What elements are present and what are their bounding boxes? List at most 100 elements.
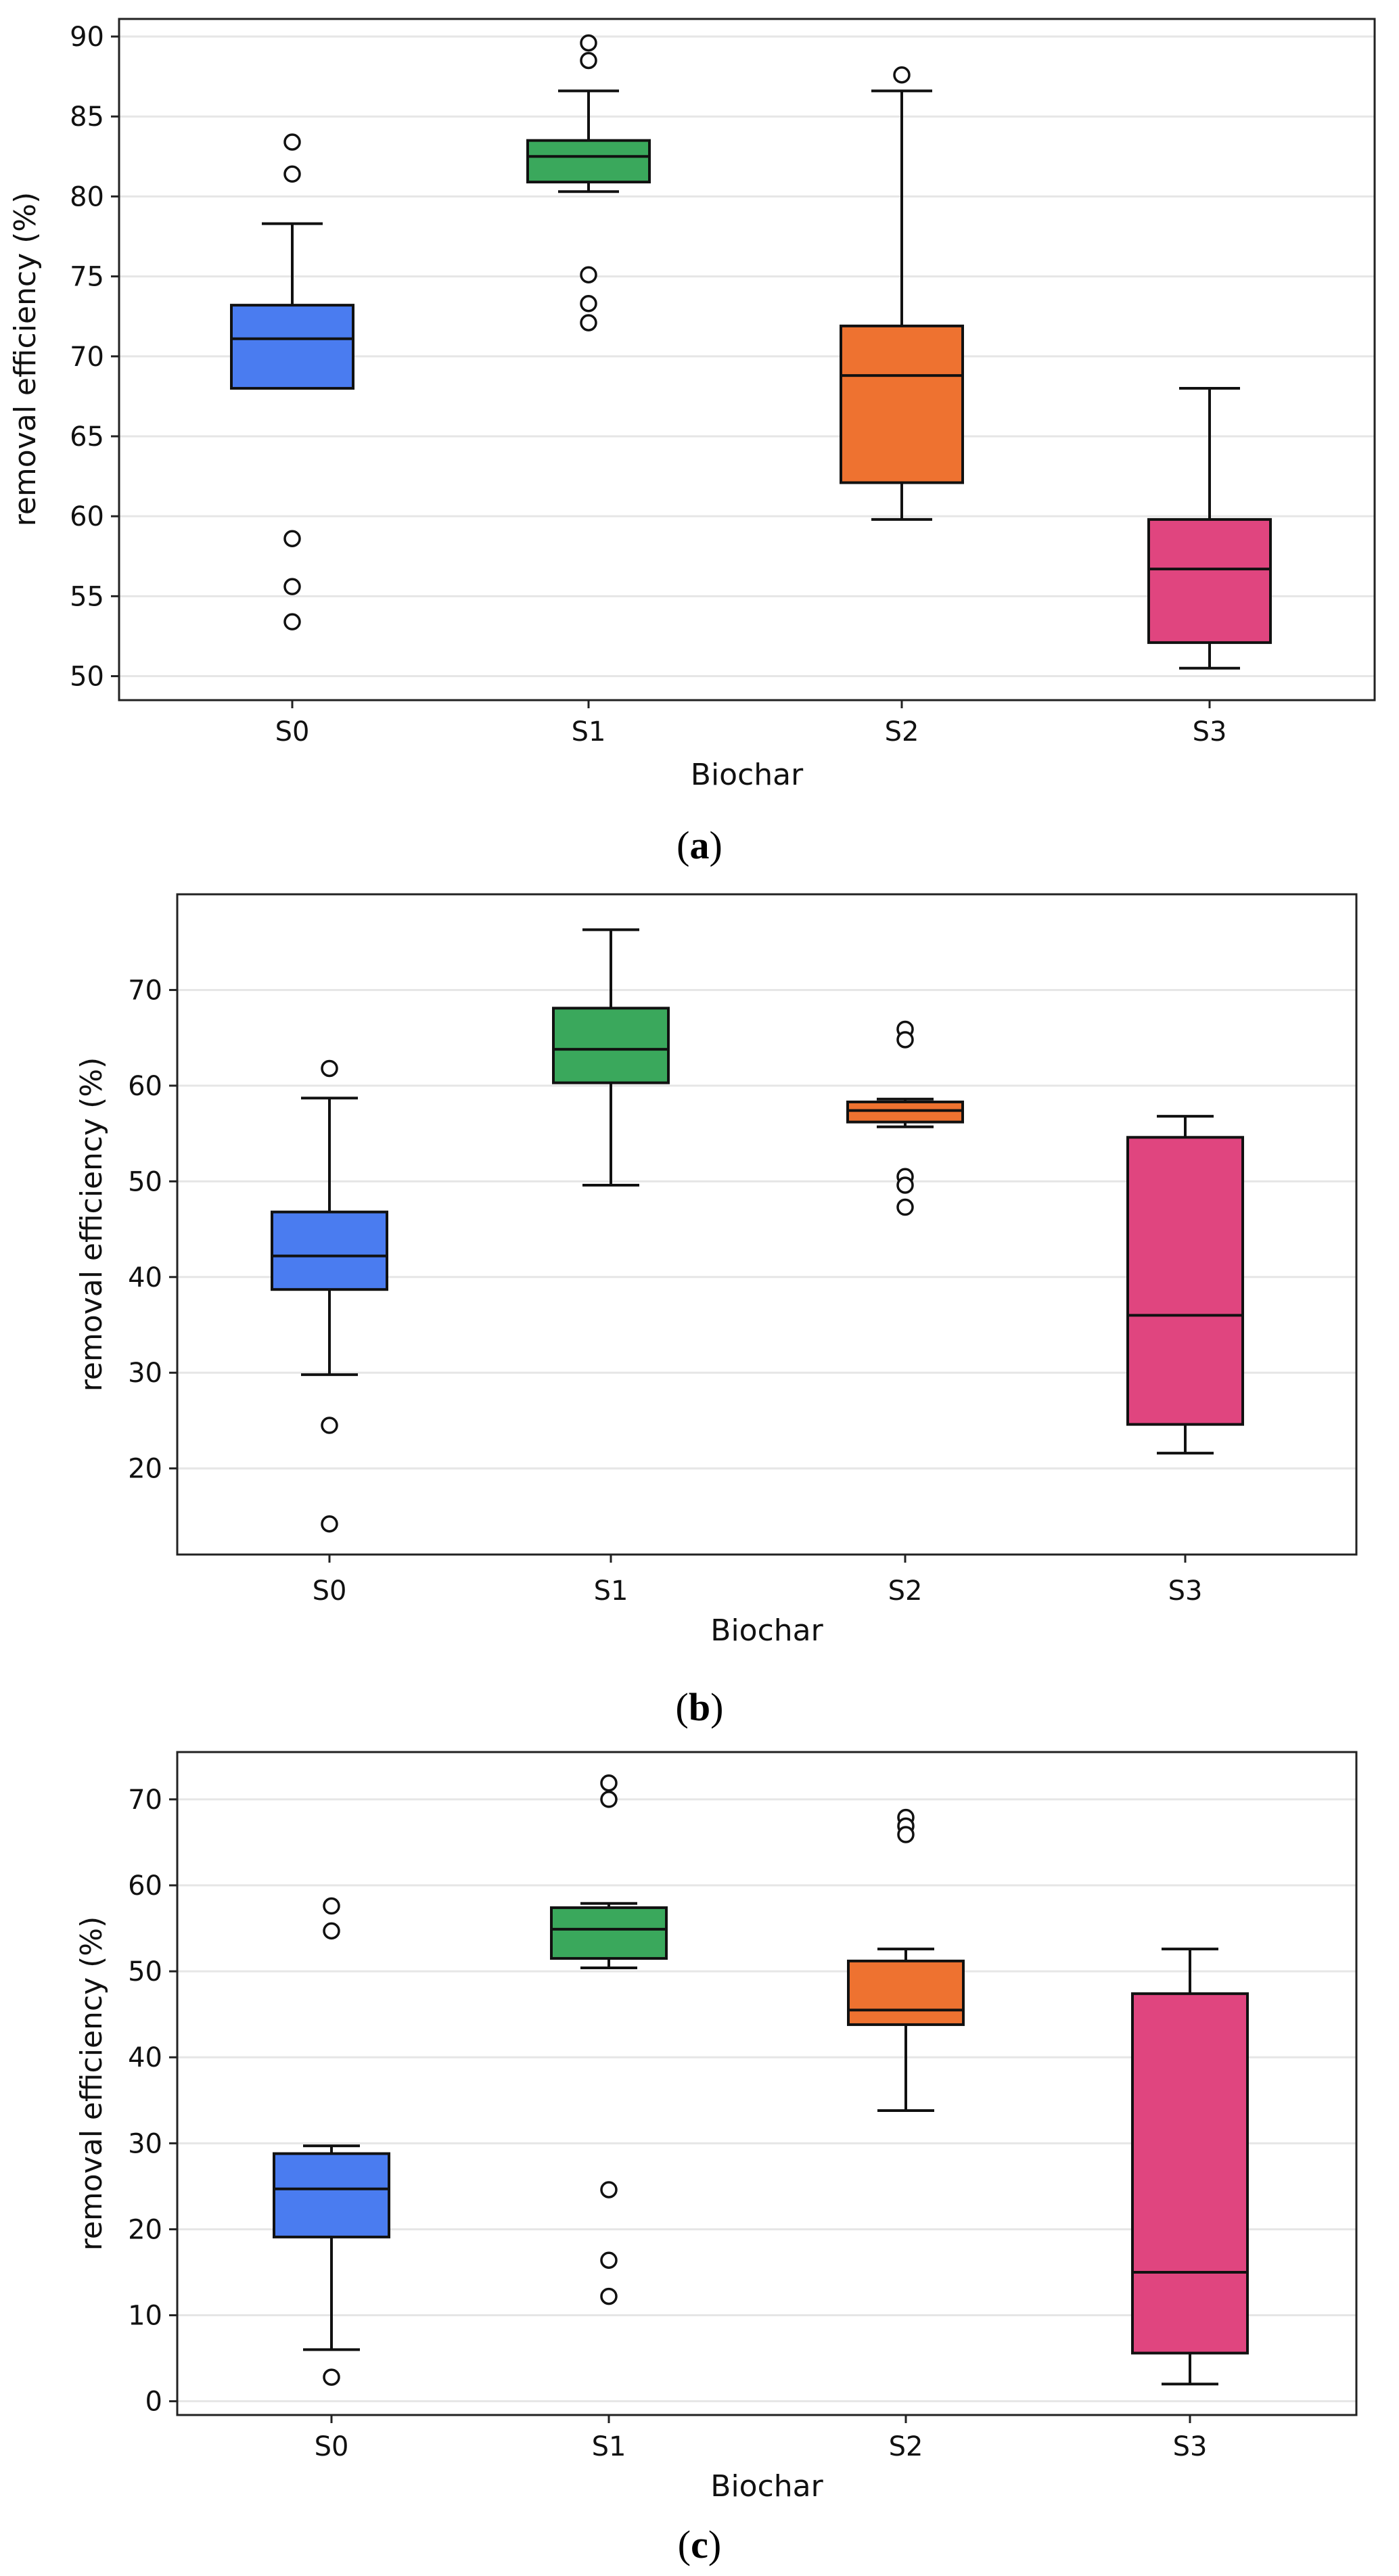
ytick-label-c-7: 70 [128, 1785, 162, 1816]
caption-c: (c) [677, 2523, 722, 2567]
caption-b: (b) [675, 1685, 724, 1729]
flier-b-S0-0 [321, 1059, 338, 1078]
box-group-c-S2 [847, 1808, 965, 2113]
ytick-label-a-6: 80 [70, 181, 104, 212]
flier-a-S0-4 [283, 613, 301, 630]
box-c-S3 [1131, 1992, 1249, 2355]
y-axis-label-c: removal efficiency (%) [74, 1916, 109, 2251]
ytick-label-a-2: 60 [70, 501, 104, 532]
ytick-label-b-3: 50 [128, 1166, 162, 1197]
xtick-label-b-S2: S2 [888, 1576, 923, 1607]
ytick-label-a-8: 90 [70, 22, 104, 53]
flier-b-S2-1 [896, 1031, 914, 1049]
flier-a-S1-1 [580, 51, 597, 70]
ytick-label-c-6: 60 [128, 1870, 162, 1902]
ytick-label-b-1: 30 [128, 1358, 162, 1389]
xtick-label-a-S3: S3 [1193, 716, 1227, 748]
plot-frame-c [176, 1751, 1358, 2416]
flier-a-S1-3 [580, 295, 597, 313]
ytick-label-b-4: 60 [128, 1071, 162, 1102]
flier-b-S2-3 [896, 1176, 914, 1194]
box-group-b-S1 [552, 928, 670, 1187]
box-a-S2 [840, 324, 964, 484]
flier-c-S0-0 [323, 1897, 340, 1915]
xtick-label-c-S0: S0 [315, 2431, 349, 2462]
flier-c-S1-2 [600, 2181, 618, 2199]
flier-c-S0-2 [323, 2368, 340, 2386]
flier-c-S0-1 [323, 1922, 340, 1940]
box-b-S2 [846, 1100, 964, 1124]
ytick-label-a-5: 75 [70, 262, 104, 293]
flier-b-S0-1 [321, 1417, 338, 1434]
xtick-label-a-S2: S2 [885, 716, 919, 748]
flier-c-S1-0 [600, 1774, 618, 1792]
y-axis-label-a: removal efficiency (%) [8, 192, 43, 527]
ytick-label-c-1: 10 [128, 2301, 162, 2332]
box-b-S3 [1126, 1136, 1244, 1426]
flier-a-S0-1 [283, 165, 301, 183]
box-group-a-S1 [526, 34, 651, 331]
ytick-label-a-1: 55 [70, 581, 104, 612]
flier-c-S2-2 [897, 1826, 915, 1843]
chart-panel-a: 50 55 60 65 70 75 80 85 90 S0 S1 S2 S3 Biochar removal… [8, 18, 1376, 792]
ytick-label-a-0: 50 [70, 662, 104, 693]
flier-a-S0-0 [283, 133, 301, 151]
box-group-b-S3 [1126, 1115, 1244, 1455]
box-group-c-S0 [273, 1897, 390, 2386]
box-b-S1 [552, 1007, 670, 1084]
flier-a-S2-0 [893, 66, 911, 84]
ytick-label-b-2: 40 [128, 1262, 162, 1293]
flier-c-S1-1 [600, 1791, 618, 1808]
xtick-label-b-S3: S3 [1168, 1576, 1203, 1607]
flier-b-S0-2 [321, 1515, 338, 1533]
box-group-b-S2 [846, 1020, 964, 1216]
ytick-label-c-3: 30 [128, 2128, 162, 2159]
ytick-label-b-0: 20 [128, 1454, 162, 1485]
flier-a-S1-2 [580, 266, 597, 283]
x-axis-label-a: Biochar [691, 758, 804, 792]
box-group-b-S0 [271, 1059, 388, 1533]
ytick-label-a-3: 65 [70, 421, 104, 453]
box-group-a-S3 [1147, 387, 1272, 670]
chart-panel-b: 20 30 40 50 60 70 S0 S1 S2 S3 Biochar removal effic… [74, 893, 1358, 1648]
box-a-S1 [526, 139, 651, 184]
flier-c-S1-3 [600, 2251, 618, 2269]
y-axis-label-b: removal efficiency (%) [74, 1057, 109, 1392]
box-c-S1 [550, 1906, 668, 1960]
box-a-S0 [230, 304, 354, 390]
ytick-label-c-0: 0 [145, 2387, 162, 2418]
plot-frame-a [118, 18, 1376, 702]
box-b-S0 [271, 1210, 388, 1291]
box-group-a-S2 [840, 66, 964, 521]
caption-a: (a) [676, 823, 723, 867]
flier-b-S2-4 [896, 1198, 914, 1216]
xtick-label-c-S1: S1 [592, 2431, 626, 2462]
xtick-label-a-S1: S1 [572, 716, 606, 748]
xtick-label-c-S3: S3 [1173, 2431, 1208, 2462]
xtick-label-c-S2: S2 [889, 2431, 923, 2462]
ytick-label-b-5: 70 [128, 975, 162, 1006]
xtick-label-b-S0: S0 [313, 1576, 347, 1607]
flier-a-S1-0 [580, 34, 597, 52]
chart-panel-c: 0 10 20 30 40 50 60 70 S0 S1 S2 S3 Biochar removal ef… [74, 1751, 1358, 2504]
flier-a-S1-4 [580, 314, 597, 331]
x-axis-label-b: Biochar [710, 1613, 823, 1648]
xtick-label-a-S0: S0 [275, 716, 310, 748]
box-c-S2 [847, 1959, 965, 2026]
ytick-label-c-5: 50 [128, 1956, 162, 1987]
box-group-c-S3 [1131, 1948, 1249, 2386]
flier-a-S0-2 [283, 530, 301, 548]
ytick-label-c-4: 40 [128, 2042, 162, 2073]
box-group-a-S0 [230, 133, 354, 630]
box-c-S0 [273, 2152, 390, 2238]
ytick-label-c-2: 20 [128, 2214, 162, 2245]
x-axis-label-c: Biochar [710, 2469, 823, 2504]
ytick-label-a-4: 70 [70, 342, 104, 373]
box-group-c-S1 [550, 1774, 668, 2305]
ytick-label-a-7: 85 [70, 101, 104, 133]
plot-frame-b [176, 893, 1358, 1556]
xtick-label-b-S1: S1 [594, 1576, 628, 1607]
flier-c-S1-4 [600, 2287, 618, 2305]
flier-a-S0-3 [283, 578, 301, 595]
box-a-S3 [1147, 518, 1272, 644]
